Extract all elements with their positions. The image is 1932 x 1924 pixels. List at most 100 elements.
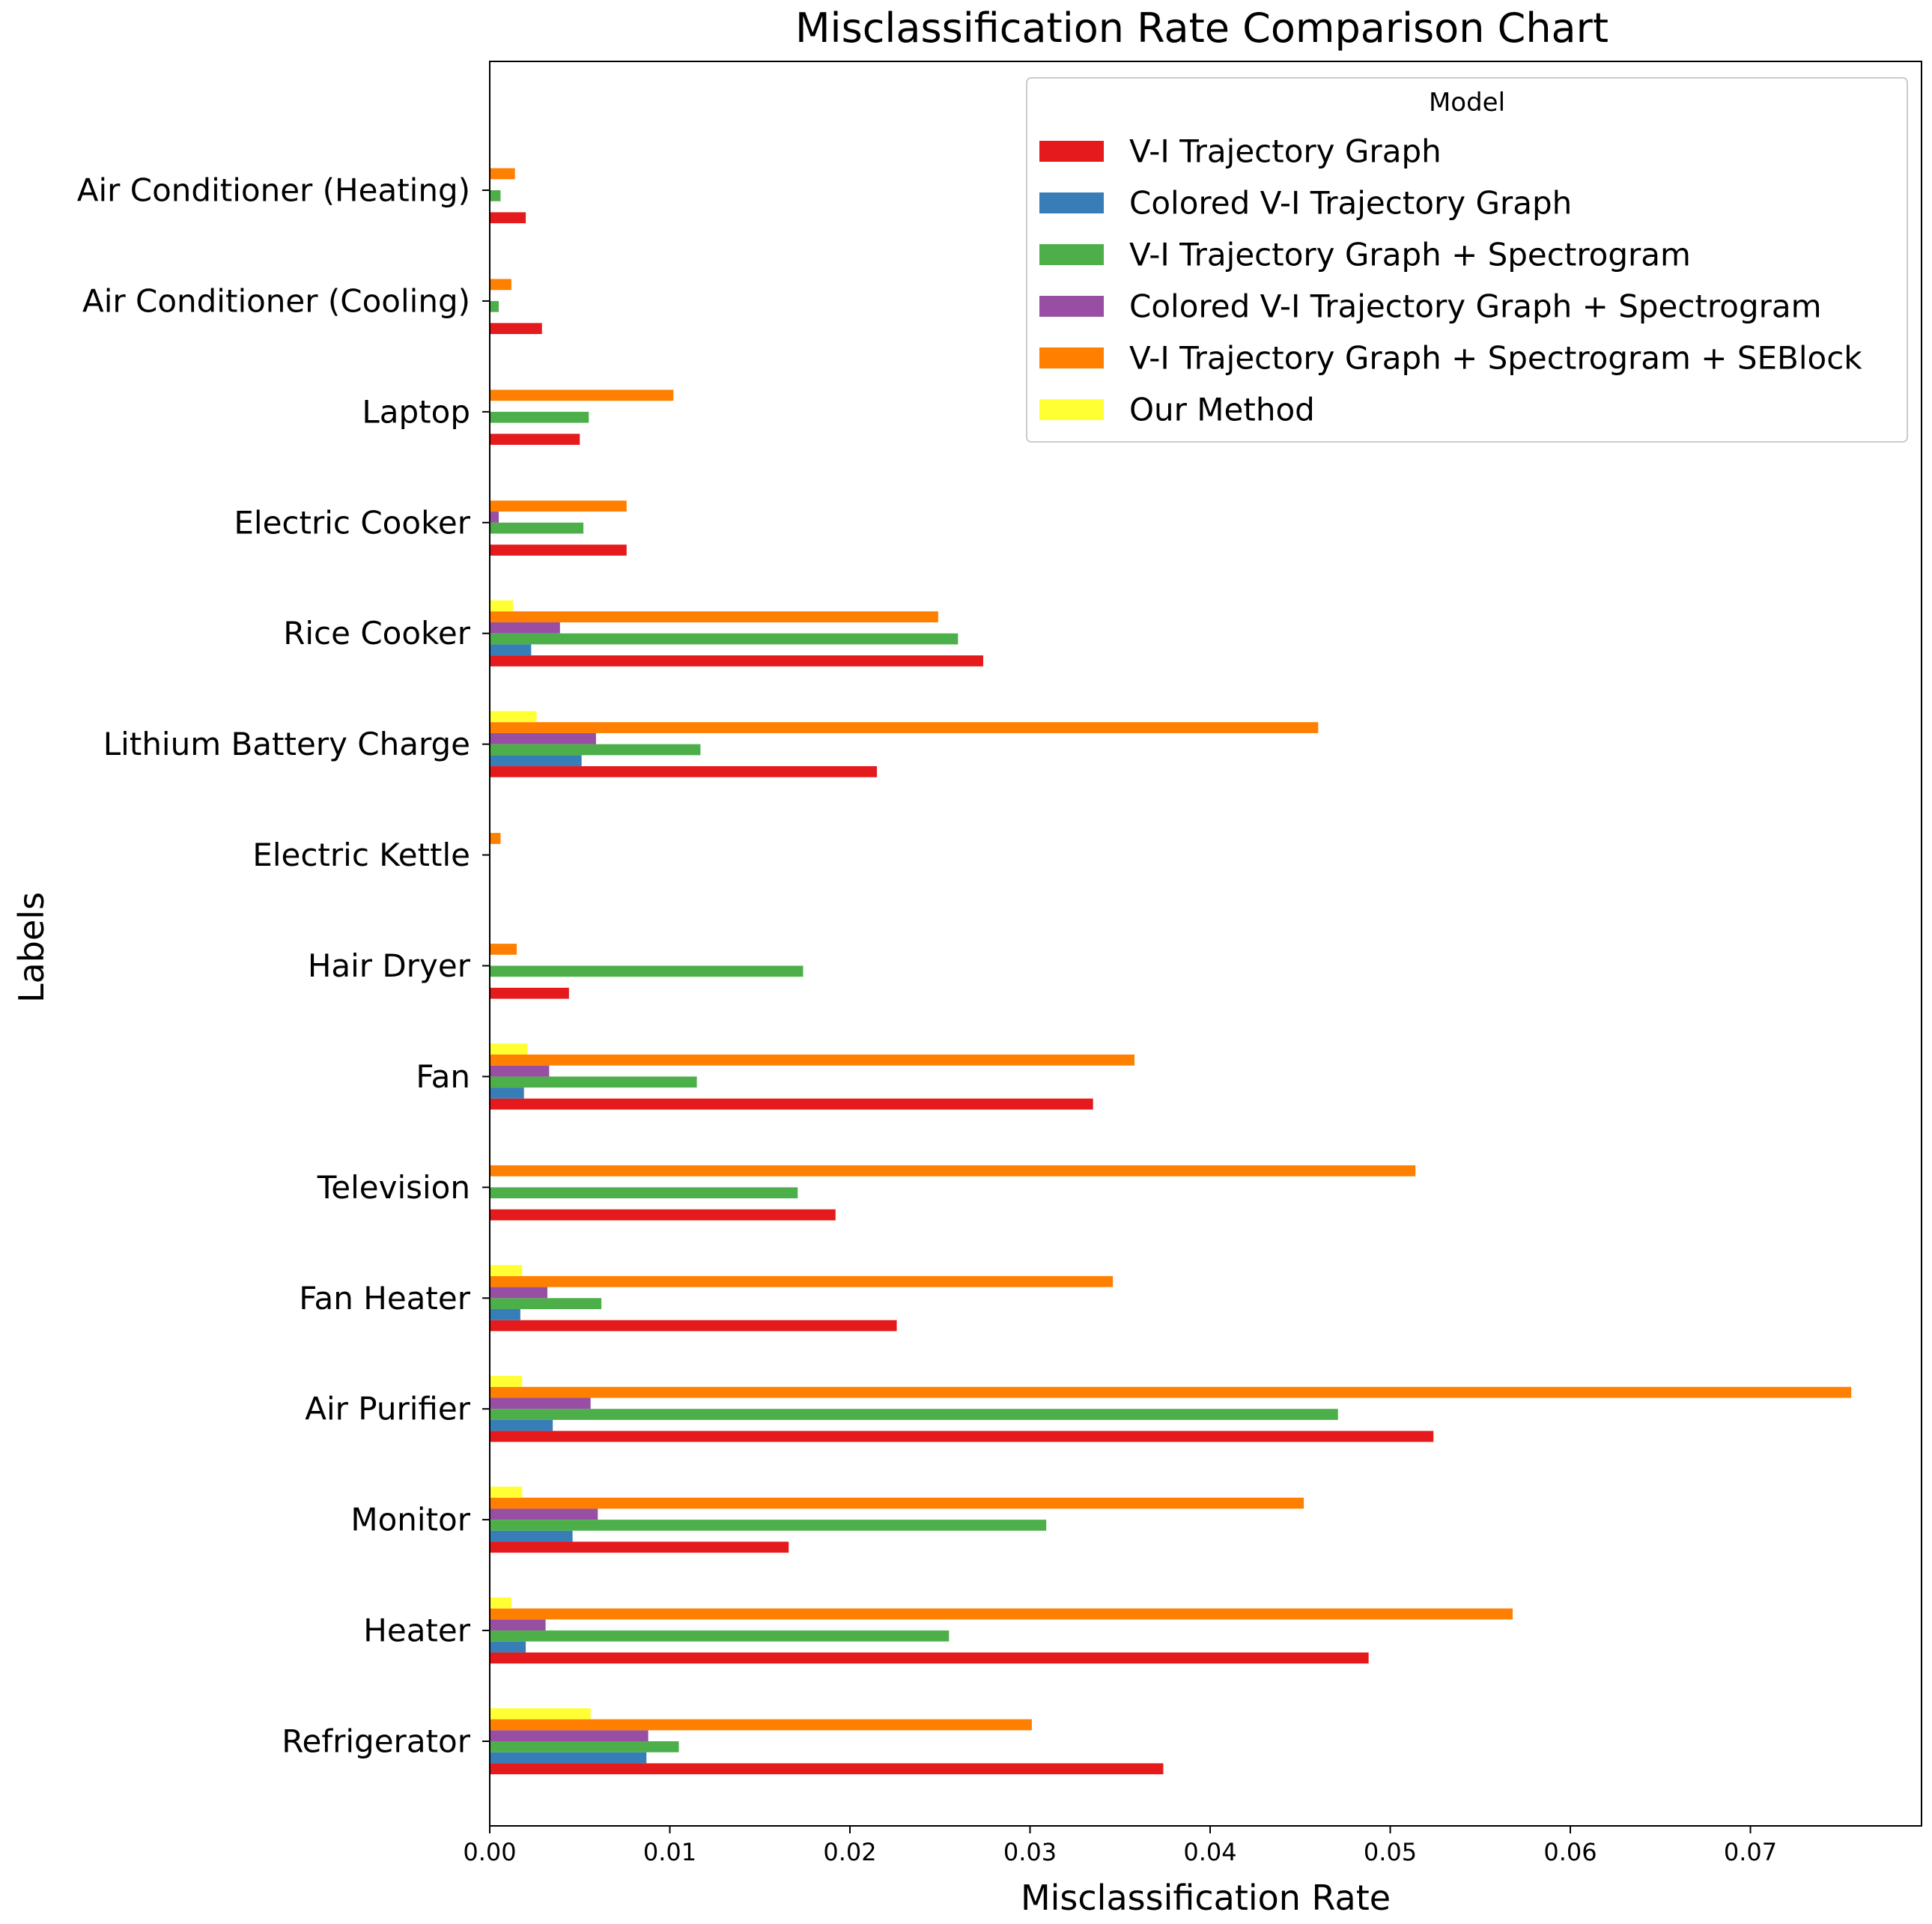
legend-label-v-i-trajectory-graph: V-I Trajectory Graph	[1129, 133, 1442, 170]
bar-colored-v-i-trajectory-graph-spectrogram-heater	[490, 1619, 546, 1631]
bar-our-method-fan-heater	[490, 1265, 523, 1276]
legend-items: V-I Trajectory Graph Colored V-I Trajecto…	[1039, 133, 1862, 428]
bar-v-i-trajectory-graph-spectrogram-lithium-battery-charge	[490, 744, 701, 756]
bar-v-i-trajectory-graph-spectrogram-seblock-air-purifier	[490, 1386, 1852, 1398]
y-tick-label-electric-cooker: Electric Cooker	[234, 504, 470, 541]
bar-v-i-trajectory-graph-spectrogram-seblock-refrigerator	[490, 1719, 1032, 1731]
bar-v-i-trajectory-graph-spectrogram-seblock-laptop	[490, 389, 674, 401]
legend-swatch-v-i-trajectory-graph-spectrogram-seblock	[1039, 348, 1104, 368]
bar-our-method-fan	[490, 1043, 528, 1055]
bar-v-i-trajectory-graph-spectrogram-air-conditioner-cooling	[490, 300, 499, 312]
plot-frame	[489, 61, 1922, 1827]
y-tick-label-heater: Heater	[363, 1612, 470, 1649]
bar-colored-v-i-trajectory-graph-spectrogram-fan	[490, 1065, 550, 1077]
y-tick-label-laptop: Laptop	[362, 393, 470, 430]
bar-v-i-trajectory-graph-spectrogram-monitor	[490, 1520, 1047, 1531]
bar-colored-v-i-trajectory-graph-fan-heater	[490, 1308, 520, 1320]
bar-v-i-trajectory-graph-spectrogram-seblock-fan	[490, 1054, 1134, 1066]
bar-v-i-trajectory-graph-spectrogram-television	[490, 1187, 798, 1199]
bar-colored-v-i-trajectory-graph-spectrogram-rice-cooker	[490, 622, 560, 634]
chart-title: Misclassification Rate Comparison Chart	[795, 4, 1609, 52]
legend-swatch-our-method	[1039, 399, 1104, 420]
bar-v-i-trajectory-graph-spectrogram-hair-dryer	[490, 965, 804, 977]
bar-v-i-trajectory-graph-monitor	[490, 1541, 789, 1553]
bar-our-method-lithium-battery-charge	[490, 711, 537, 723]
bar-colored-v-i-trajectory-graph-spectrogram-monitor	[490, 1508, 598, 1520]
legend-swatch-v-i-trajectory-graph-spectrogram	[1039, 244, 1104, 265]
bar-v-i-trajectory-graph-fan-heater	[490, 1320, 897, 1332]
bar-v-i-trajectory-graph-heater	[490, 1652, 1369, 1664]
bar-v-i-trajectory-graph-hair-dryer	[490, 987, 569, 999]
bar-v-i-trajectory-graph-air-conditioner-cooling	[490, 323, 542, 335]
bar-v-i-trajectory-graph-spectrogram-seblock-hair-dryer	[490, 944, 517, 955]
bar-colored-v-i-trajectory-graph-spectrogram-fan-heater	[490, 1287, 547, 1299]
x-tick-label: 0.04	[1183, 1838, 1236, 1866]
x-tick-label: 0.07	[1724, 1838, 1777, 1866]
bar-v-i-trajectory-graph-spectrogram-seblock-fan-heater	[490, 1275, 1114, 1287]
legend-swatch-colored-v-i-trajectory-graph-spectrogram	[1039, 296, 1104, 317]
bar-v-i-trajectory-graph-spectrogram-fan	[490, 1076, 697, 1088]
x-axis-label: Misclassification Rate	[1021, 1878, 1391, 1918]
bar-v-i-trajectory-graph-spectrogram-seblock-monitor	[490, 1497, 1304, 1509]
bar-colored-v-i-trajectory-graph-rice-cooker	[490, 644, 532, 656]
x-tick-label: 0.01	[643, 1838, 696, 1866]
legend-label-colored-v-i-trajectory-graph: Colored V-I Trajectory Graph	[1129, 185, 1572, 222]
bar-colored-v-i-trajectory-graph-spectrogram-air-purifier	[490, 1398, 591, 1409]
bar-v-i-trajectory-graph-television	[490, 1209, 836, 1221]
y-tick-label-rice-cooker: Rice Cooker	[283, 615, 471, 652]
bar-v-i-trajectory-graph-spectrogram-heater	[490, 1630, 950, 1642]
y-ticks-group: Refrigerator Heater Monitor Air Purifier Fan…	[77, 172, 490, 1760]
bar-our-method-heater	[490, 1597, 511, 1609]
y-tick-label-air-conditioner-cooling: Air Conditioner (Cooling)	[82, 282, 470, 319]
bar-our-method-refrigerator	[490, 1708, 591, 1720]
y-axis-label: Labels	[11, 892, 52, 1003]
legend-label-colored-v-i-trajectory-graph-spectrogram: Colored V-I Trajectory Graph + Spectrogr…	[1129, 288, 1822, 325]
bar-v-i-trajectory-graph-spectrogram-seblock-air-conditioner-heating	[490, 168, 515, 180]
y-tick-label-hair-dryer: Hair Dryer	[308, 947, 471, 984]
bar-v-i-trajectory-graph-spectrogram-seblock-air-conditioner-cooling	[490, 279, 511, 291]
bar-v-i-trajectory-graph-spectrogram-seblock-television	[490, 1165, 1416, 1177]
bar-our-method-rice-cooker	[490, 600, 514, 612]
bar-our-method-air-purifier	[490, 1376, 523, 1387]
y-tick-label-air-purifier: Air Purifier	[305, 1391, 470, 1427]
y-tick-label-lithium-battery-charge: Lithium Battery Charge	[103, 726, 470, 762]
bar-v-i-trajectory-graph-spectrogram-air-purifier	[490, 1409, 1338, 1420]
bar-v-i-trajectory-graph-spectrogram-electric-cooker	[490, 522, 584, 534]
x-tick-label: 0.00	[463, 1838, 516, 1866]
legend-label-v-i-trajectory-graph-spectrogram-seblock: V-I Trajectory Graph + Spectrogram + SEB…	[1129, 340, 1862, 377]
bar-v-i-trajectory-graph-air-purifier	[490, 1430, 1434, 1442]
y-tick-label-fan: Fan	[416, 1058, 470, 1095]
bar-v-i-trajectory-graph-refrigerator	[490, 1763, 1164, 1775]
bar-v-i-trajectory-graph-spectrogram-seblock-electric-cooker	[490, 500, 627, 512]
bar-v-i-trajectory-graph-lithium-battery-charge	[490, 766, 878, 777]
y-tick-label-electric-kettle: Electric Kettle	[252, 837, 470, 873]
bar-colored-v-i-trajectory-graph-air-purifier	[490, 1419, 553, 1431]
bar-v-i-trajectory-graph-spectrogram-seblock-heater	[490, 1608, 1513, 1620]
bar-v-i-trajectory-graph-spectrogram-refrigerator	[490, 1741, 679, 1752]
x-tick-label: 0.02	[823, 1838, 876, 1866]
bar-colored-v-i-trajectory-graph-lithium-battery-charge	[490, 755, 582, 767]
bars-group	[490, 168, 1852, 1775]
legend-box	[1026, 77, 1908, 443]
legend-swatch-v-i-trajectory-graph	[1039, 141, 1104, 162]
bar-v-i-trajectory-graph-spectrogram-seblock-rice-cooker	[490, 611, 938, 623]
bar-v-i-trajectory-graph-air-conditioner-heating	[490, 212, 526, 224]
bar-v-i-trajectory-graph-laptop	[490, 434, 580, 445]
y-tick-label-air-conditioner-heating: Air Conditioner (Heating)	[77, 172, 470, 209]
x-tick-label: 0.06	[1543, 1838, 1597, 1866]
bar-colored-v-i-trajectory-graph-spectrogram-lithium-battery-charge	[490, 732, 596, 744]
legend-label-our-method: Our Method	[1129, 392, 1315, 428]
y-tick-label-monitor: Monitor	[350, 1502, 470, 1538]
bar-v-i-trajectory-graph-spectrogram-air-conditioner-heating	[490, 190, 501, 201]
bar-v-i-trajectory-graph-fan	[490, 1098, 1093, 1110]
bar-colored-v-i-trajectory-graph-spectrogram-electric-cooker	[490, 512, 499, 523]
bar-colored-v-i-trajectory-graph-fan	[490, 1087, 524, 1099]
bar-v-i-trajectory-graph-spectrogram-laptop	[490, 411, 589, 423]
bar-colored-v-i-trajectory-graph-monitor	[490, 1530, 573, 1542]
bar-v-i-trajectory-graph-spectrogram-seblock-lithium-battery-charge	[490, 722, 1319, 733]
bar-colored-v-i-trajectory-graph-heater	[490, 1641, 526, 1653]
bar-colored-v-i-trajectory-graph-spectrogram-refrigerator	[490, 1730, 648, 1741]
x-tick-label: 0.03	[1003, 1838, 1057, 1866]
bar-v-i-trajectory-graph-electric-cooker	[490, 544, 627, 556]
